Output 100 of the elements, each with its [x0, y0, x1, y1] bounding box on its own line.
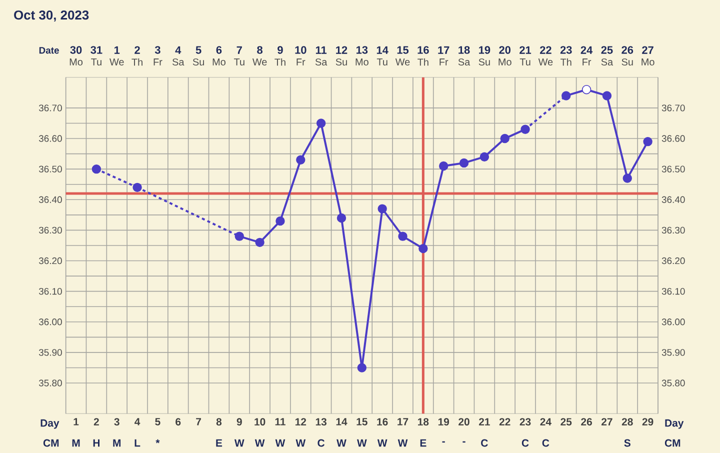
category-label: W [275, 439, 286, 447]
y-tick-label: 36.50 [38, 166, 62, 172]
x-tick-label: 17 [398, 418, 408, 426]
y2-tick-label: 36.00 [662, 318, 685, 326]
category-label: Mo [70, 58, 83, 66]
x-tick-label: 23 [520, 418, 531, 426]
category-label: - [442, 441, 445, 443]
y-tick-label: 36.10 [38, 288, 62, 295]
x2-tick-label: 25 [601, 46, 613, 54]
category-label: Fr [296, 58, 306, 66]
point [132, 182, 142, 192]
category-label: Mo [356, 58, 368, 66]
y-tick-label: 36.30 [38, 226, 62, 234]
point [276, 216, 285, 226]
point [622, 174, 632, 183]
category-label: Th [132, 58, 142, 66]
category-label: Mo [642, 58, 654, 66]
x2-tick-label: 11 [316, 46, 327, 54]
x2-tick-label: 27 [642, 46, 654, 54]
category-label: M [72, 439, 80, 447]
x-tick-label: 25 [560, 418, 572, 426]
chart-title: Oct 30, 2023 [14, 10, 89, 22]
point [296, 155, 306, 165]
category-label: Th [418, 58, 428, 66]
x-tick-label: 12 [295, 418, 306, 426]
x-tick-label: 29 [642, 418, 654, 426]
y2-tick-label: 35.80 [662, 380, 685, 386]
x-tick-label: 24 [540, 418, 552, 426]
category-label: Tu [376, 58, 388, 66]
category-label: Fr [440, 58, 448, 66]
x-tick-label: 28 [622, 418, 633, 426]
x2-tick-label: 21 [520, 46, 532, 54]
y2-tick-label: 36.40 [662, 196, 685, 203]
x2-tick-label: 30 [70, 46, 82, 54]
y2-tick-label: 36.60 [662, 135, 685, 142]
x-tick-label: 27 [601, 418, 612, 426]
category-label: Mo [212, 58, 226, 66]
category-label: W [234, 439, 244, 447]
x2-tick-label: 1 [114, 46, 120, 54]
point [500, 134, 510, 144]
category-label: C [481, 439, 488, 447]
category-label: Th [560, 58, 572, 66]
x2-tick-label: 26 [622, 46, 634, 54]
x2-tick-label: 2 [134, 46, 140, 54]
x2-tick-label: 8 [257, 46, 263, 54]
x2-tick-label: 31 [90, 46, 102, 54]
y-tick-label: 35.90 [38, 349, 62, 356]
category-label: * [156, 439, 160, 444]
x-tick-label: 4 [134, 418, 140, 426]
x2-tick-label: 13 [356, 46, 368, 54]
point [336, 213, 346, 223]
text: CM [664, 439, 680, 447]
x-tick-label: 19 [438, 418, 450, 426]
x2-tick-label: 20 [499, 46, 510, 54]
text: Day [665, 419, 684, 429]
category-label: We [538, 58, 553, 66]
x2-tick-label: 6 [216, 46, 222, 54]
point [92, 164, 102, 174]
point [480, 152, 490, 162]
category-label: Su [336, 58, 347, 66]
category-label: W [336, 439, 346, 447]
category-label: Sa [601, 58, 614, 66]
point [398, 232, 408, 241]
category-label: - [462, 441, 466, 443]
y2-tick-label: 35.90 [662, 349, 685, 356]
point [582, 85, 592, 94]
y2-tick-label: 36.20 [662, 257, 685, 264]
y2-tick-label: 36.30 [662, 226, 685, 234]
y-tick-label: 35.80 [38, 380, 62, 386]
y-tick-label: 36.70 [38, 104, 62, 112]
category-label: Su [192, 58, 204, 66]
x-tick-label: 10 [254, 418, 266, 426]
category-label: C [318, 439, 325, 447]
x-tick-label: 1 [74, 418, 79, 426]
y2-tick-label: 36.10 [662, 288, 685, 295]
x-tick-label: 21 [478, 418, 490, 426]
y-tick-label: 36.20 [38, 257, 62, 264]
x2-tick-label: 9 [278, 46, 283, 54]
category-label: W [398, 439, 408, 447]
x2-tick-label: 3 [154, 46, 160, 54]
category-label: Fr [154, 58, 162, 66]
category-label: C [522, 439, 529, 447]
point [316, 118, 326, 128]
y-tick-label: 36.40 [38, 196, 62, 203]
category-label: Su [478, 58, 490, 66]
x2-tick-label: 4 [175, 46, 182, 54]
x-tick-label: 8 [216, 418, 222, 426]
point [562, 91, 571, 100]
category-label: H [93, 439, 100, 447]
point [438, 161, 448, 171]
x-tick-label: 20 [458, 418, 470, 426]
category-label: E [216, 439, 222, 447]
category-label: Tu [91, 58, 102, 66]
x2-tick-label: 12 [336, 46, 348, 54]
x2-tick-label: 17 [438, 46, 450, 54]
x2-axis-title: Date [39, 47, 59, 54]
x-tick-label: 15 [356, 418, 368, 426]
category-label: Th [274, 58, 286, 66]
category-label: We [395, 58, 410, 66]
y-tick-label: 36.00 [38, 318, 62, 326]
